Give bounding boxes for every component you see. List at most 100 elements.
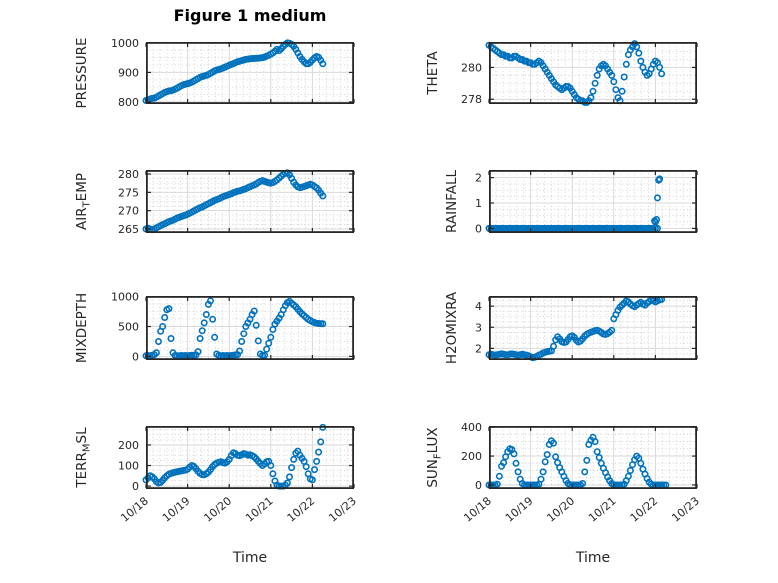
svg-text:AIRTEMP: AIRTEMP [74, 173, 93, 230]
axes-box [145, 295, 354, 361]
minor-grid [146, 296, 354, 360]
y-tick-labels: 265 270 275 280 [118, 168, 139, 236]
y-tick-label: 278 [461, 93, 482, 106]
data-points [485, 433, 670, 489]
minor-grid [146, 42, 354, 104]
x-tick-label: 10/21 [243, 494, 276, 524]
y-tick-label: 0 [475, 222, 482, 235]
mixdepth-axes: 0 500 1000 MIXDEPTH [74, 291, 355, 363]
svg-text:RAINFALL: RAINFALL [444, 170, 460, 233]
x-tick-label: 10/22 [628, 494, 661, 524]
x-axis-label-left: Time [232, 550, 268, 566]
axes-box [145, 41, 354, 105]
x-tick-label: 10/20 [544, 494, 577, 524]
subplot-h2omixra: 2 3 4 H2OMIXRA [444, 291, 698, 364]
minor-grid [146, 170, 354, 233]
y-tick-label: 0 [475, 479, 482, 492]
tick-marks [145, 295, 355, 359]
y-tick-label: 100 [118, 460, 139, 473]
subplot-sun-flux: 0 200 400 SUNFLUX 10/18 10/19 10/20 10/21 10/22 1… [425, 421, 702, 525]
y-tick-label: 0 [132, 480, 139, 493]
y-tick-labels: 278 280 [461, 61, 482, 106]
major-grid [146, 426, 354, 489]
y-tick-labels: 0 1 2 [475, 172, 482, 236]
major-grid [489, 170, 697, 233]
x-tick-label: 10/18 [461, 494, 494, 524]
theta-axes: 278 280 THETA [425, 40, 698, 106]
y-axis-label: RAINFALL [444, 170, 460, 233]
subplot-rainfall: 0 1 2 RAINFALL [444, 169, 698, 235]
x-tick-label: 10/21 [586, 494, 619, 524]
y-tick-labels: 2 3 4 [475, 300, 482, 355]
major-grid [489, 426, 697, 489]
tick-marks [488, 426, 698, 488]
y-axis-label: SUNFLUX [425, 427, 444, 487]
svg-text:MIXDEPTH: MIXDEPTH [74, 293, 90, 363]
y-tick-label: 265 [118, 223, 139, 236]
y-tick-label: 1000 [111, 291, 139, 304]
y-tick-label: 200 [118, 439, 139, 452]
axes-box [488, 169, 697, 234]
data-points [142, 297, 327, 360]
x-tick-labels: 10/18 10/19 10/20 10/21 10/22 10/23 [461, 494, 702, 524]
x-tick-label: 10/23 [669, 494, 702, 524]
subplot-theta: 278 280 THETA [425, 40, 698, 106]
y-tick-label: 800 [118, 96, 139, 109]
svg-text:PRESSURE: PRESSURE [74, 38, 90, 109]
y-tick-labels: 0 100 200 [118, 439, 139, 493]
y-tick-label: 1 [475, 197, 482, 210]
x-tick-label: 10/20 [201, 494, 234, 524]
axes-box [488, 425, 697, 490]
y-axis-label: THETA [425, 51, 441, 96]
tick-marks [145, 42, 355, 103]
svg-text:SUNFLUX: SUNFLUX [425, 427, 444, 487]
data-points [485, 175, 664, 232]
svg-text:TERRMSL: TERRMSL [74, 427, 93, 489]
h2omixra-axes: 2 3 4 H2OMIXRA [444, 291, 698, 364]
y-axis-label: MIXDEPTH [74, 293, 90, 363]
tick-marks [145, 171, 355, 232]
rainfall-axes: 0 1 2 RAINFALL [444, 169, 698, 235]
y-tick-label: 2 [475, 342, 482, 355]
y-tick-label: 400 [461, 421, 482, 434]
y-tick-label: 275 [118, 186, 139, 199]
x-tick-label: 10/19 [503, 494, 536, 524]
svg-text:H2OMIXRA: H2OMIXRA [444, 291, 460, 364]
major-grid [489, 296, 697, 360]
subplot-pressure: 800 900 1000 PRESSURE [74, 37, 355, 109]
air_temp-axes: 265 270 275 280 AIRTEMP [74, 168, 355, 236]
y-axis-label: TERRMSL [74, 427, 93, 489]
subplot-air-temp: 265 270 275 280 AIRTEMP [74, 168, 355, 236]
y-tick-label: 3 [475, 321, 482, 334]
y-axis-label: H2OMIXRA [444, 291, 460, 364]
y-tick-label: 270 [118, 205, 139, 218]
figure-title: Figure 1 medium [173, 6, 327, 25]
axes-box [145, 169, 354, 234]
data-points [142, 423, 327, 490]
y-tick-label: 1000 [111, 37, 139, 50]
x-axis-label-right: Time [575, 550, 611, 566]
axes-box [488, 41, 697, 105]
data-points [485, 40, 666, 106]
pressure-axes: 800 900 1000 PRESSURE [74, 37, 355, 109]
y-tick-labels: 0 200 400 [461, 421, 482, 492]
data-points [142, 169, 327, 234]
tick-marks [488, 297, 698, 359]
y-tick-labels: 0 500 1000 [111, 291, 139, 364]
y-tick-label: 4 [475, 300, 482, 313]
y-tick-label: 280 [461, 61, 482, 74]
tick-marks [145, 427, 355, 488]
minor-grid [489, 170, 697, 233]
svg-text:THETA: THETA [425, 51, 441, 96]
tick-marks [488, 43, 698, 103]
minor-grid [489, 426, 697, 489]
subplot-terr-msl: 0 100 200 TERRMSL 10/18 10/19 10/20 10/21 10/22 1… [74, 423, 359, 525]
x-tick-label: 10/22 [285, 494, 318, 524]
y-axis-label: AIRTEMP [74, 173, 93, 230]
axes-box [488, 295, 697, 361]
y-tick-label: 500 [118, 321, 139, 334]
x-tick-label: 10/23 [326, 494, 359, 524]
x-tick-label: 10/19 [160, 494, 193, 524]
